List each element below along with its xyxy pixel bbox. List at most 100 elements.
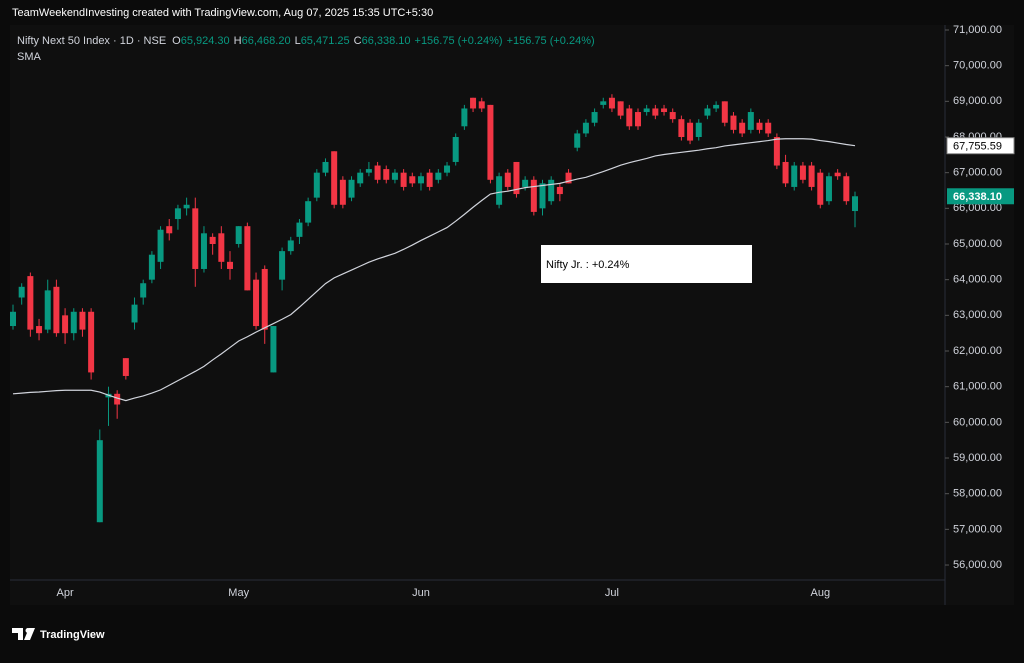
sma-legend: SMA (17, 51, 42, 63)
candle-body (313, 172, 320, 198)
candle-body (747, 112, 754, 130)
candle-body (634, 112, 641, 127)
y-tick-label: 69,000.00 (953, 95, 1002, 107)
candle-body (530, 179, 537, 212)
candle-body (244, 226, 251, 291)
legend-text: Nifty Next 50 Index · 1D · NSE (17, 35, 166, 47)
candle-body (417, 176, 424, 184)
candle-body (18, 286, 25, 298)
candle-body (773, 136, 780, 166)
legend-line: Nifty Next 50 Index · 1D · NSE O65,924.30… (17, 35, 595, 47)
candle-body (270, 326, 277, 373)
candle-body (339, 179, 346, 205)
y-tick-label: 56,000.00 (953, 559, 1002, 571)
candle-body (765, 122, 772, 134)
candle-body (357, 172, 364, 184)
candle-body (825, 176, 832, 202)
candle-body (695, 122, 702, 137)
y-tick-label: 62,000.00 (953, 345, 1002, 357)
header: TeamWeekendInvesting created with Tradin… (12, 7, 433, 19)
candle-body (96, 440, 103, 523)
candle-body (79, 311, 86, 330)
x-tick-label: Jun (412, 587, 430, 599)
candle-body (565, 172, 572, 184)
legend-text: 65,924.30 (181, 35, 230, 47)
candle-body (174, 208, 181, 220)
candle-body (296, 222, 303, 237)
candle-body (383, 169, 390, 180)
x-tick-label: Jul (605, 587, 619, 599)
candle-body (70, 311, 77, 334)
candle-body (235, 226, 242, 245)
candle-body (218, 233, 225, 262)
candle-body (756, 122, 763, 130)
annotation: Nifty Jr. : +0.24% (546, 259, 630, 271)
candle-body (574, 133, 581, 148)
y-tick-label: 64,000.00 (953, 274, 1002, 286)
candle-body (617, 101, 624, 116)
close-price-tag (947, 188, 1014, 205)
candle-body (400, 172, 407, 187)
x-tick-label: Aug (810, 587, 830, 599)
candle-body (600, 101, 607, 105)
candle-body (157, 229, 164, 262)
candle-body (643, 108, 650, 113)
candle-body (461, 108, 468, 127)
candle-body (435, 172, 442, 180)
candle-body (88, 311, 95, 373)
candle-body (591, 112, 598, 123)
legend-text: +156.75 (+0.24%) (507, 35, 595, 47)
candle-body (730, 115, 737, 130)
candle-body (10, 311, 16, 327)
legend-text: 66,338.10 (362, 35, 411, 47)
y-tick-label: 63,000.00 (953, 309, 1002, 321)
y-tick-label: 61,000.00 (953, 381, 1002, 393)
candle-body (669, 112, 676, 120)
candle-body (279, 251, 286, 280)
logo-dot (25, 628, 31, 633)
legend-text: O (172, 35, 181, 47)
candle-body (608, 97, 615, 109)
legend-text: C (354, 35, 362, 47)
y-tick-label: 71,000.00 (953, 24, 1002, 36)
candle-body (374, 165, 381, 180)
candle-body (322, 161, 329, 173)
y-tick-label: 59,000.00 (953, 452, 1002, 464)
candle-body (348, 179, 355, 198)
candle-body (782, 161, 789, 184)
candle-body (626, 108, 633, 127)
x-tick-label: Apr (57, 587, 74, 599)
candle-body (192, 208, 199, 269)
annotation-box (541, 245, 752, 283)
sma-line (12, 138, 856, 402)
candle-body (556, 186, 563, 195)
candle-body (27, 276, 34, 330)
chart-pane (10, 25, 1014, 605)
candle-body (62, 315, 69, 334)
candle-body (791, 165, 798, 187)
candle-body (548, 179, 555, 202)
candle-body (114, 393, 121, 405)
candle-body (183, 204, 190, 209)
candle-body (140, 283, 147, 298)
y-tick-label: 70,000.00 (953, 60, 1002, 72)
candle-body (704, 108, 711, 116)
candle-body (452, 136, 459, 162)
candle-body (166, 226, 173, 234)
candle-body (799, 165, 806, 180)
candle-body (209, 236, 216, 245)
candle-body (808, 165, 815, 187)
brand-name: TradingView (40, 629, 105, 641)
candle-body (365, 169, 372, 173)
candle-body (834, 172, 841, 177)
candle-body (36, 326, 43, 334)
candle-body (478, 101, 485, 109)
candle-body (739, 122, 746, 134)
legend-text: H (234, 35, 242, 47)
sma-price-label: 67,755.59 (953, 141, 1002, 153)
candle-body (713, 104, 720, 109)
legend-text: +156.75 (+0.24%) (415, 35, 503, 47)
candle-body (287, 240, 294, 252)
y-tick-label: 65,000.00 (953, 238, 1002, 250)
candle-body (721, 101, 728, 123)
